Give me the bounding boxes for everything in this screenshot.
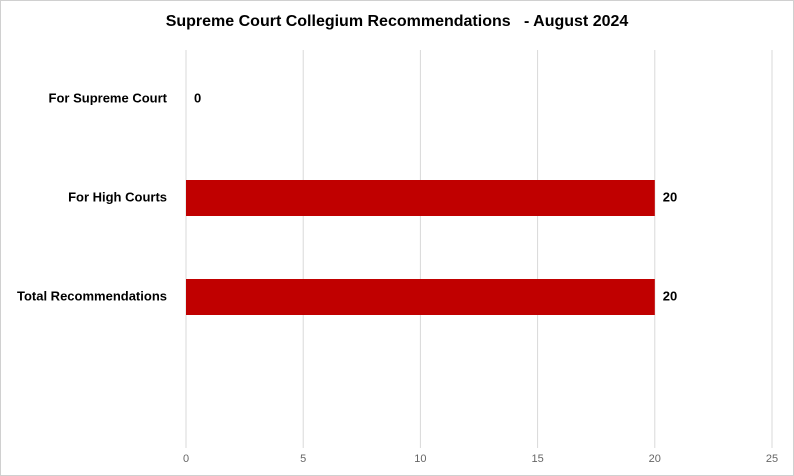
x-tick-label: 25	[766, 453, 778, 465]
x-tick-label: 0	[183, 453, 189, 465]
value-label: 0	[194, 90, 201, 105]
y-tick-label: Total Recommendations	[17, 288, 167, 303]
y-tick-label: For High Courts	[68, 189, 167, 204]
bar	[186, 279, 655, 315]
value-label: 20	[663, 288, 677, 303]
value-label: 20	[663, 189, 677, 204]
bar	[186, 180, 655, 216]
x-tick-label: 15	[531, 453, 543, 465]
x-tick-label: 5	[300, 453, 306, 465]
x-tick-label: 10	[414, 453, 426, 465]
y-tick-label: For Supreme Court	[49, 90, 168, 105]
x-tick-label: 20	[649, 453, 661, 465]
chart-title: Supreme Court Collegium Recommendations …	[166, 13, 629, 30]
